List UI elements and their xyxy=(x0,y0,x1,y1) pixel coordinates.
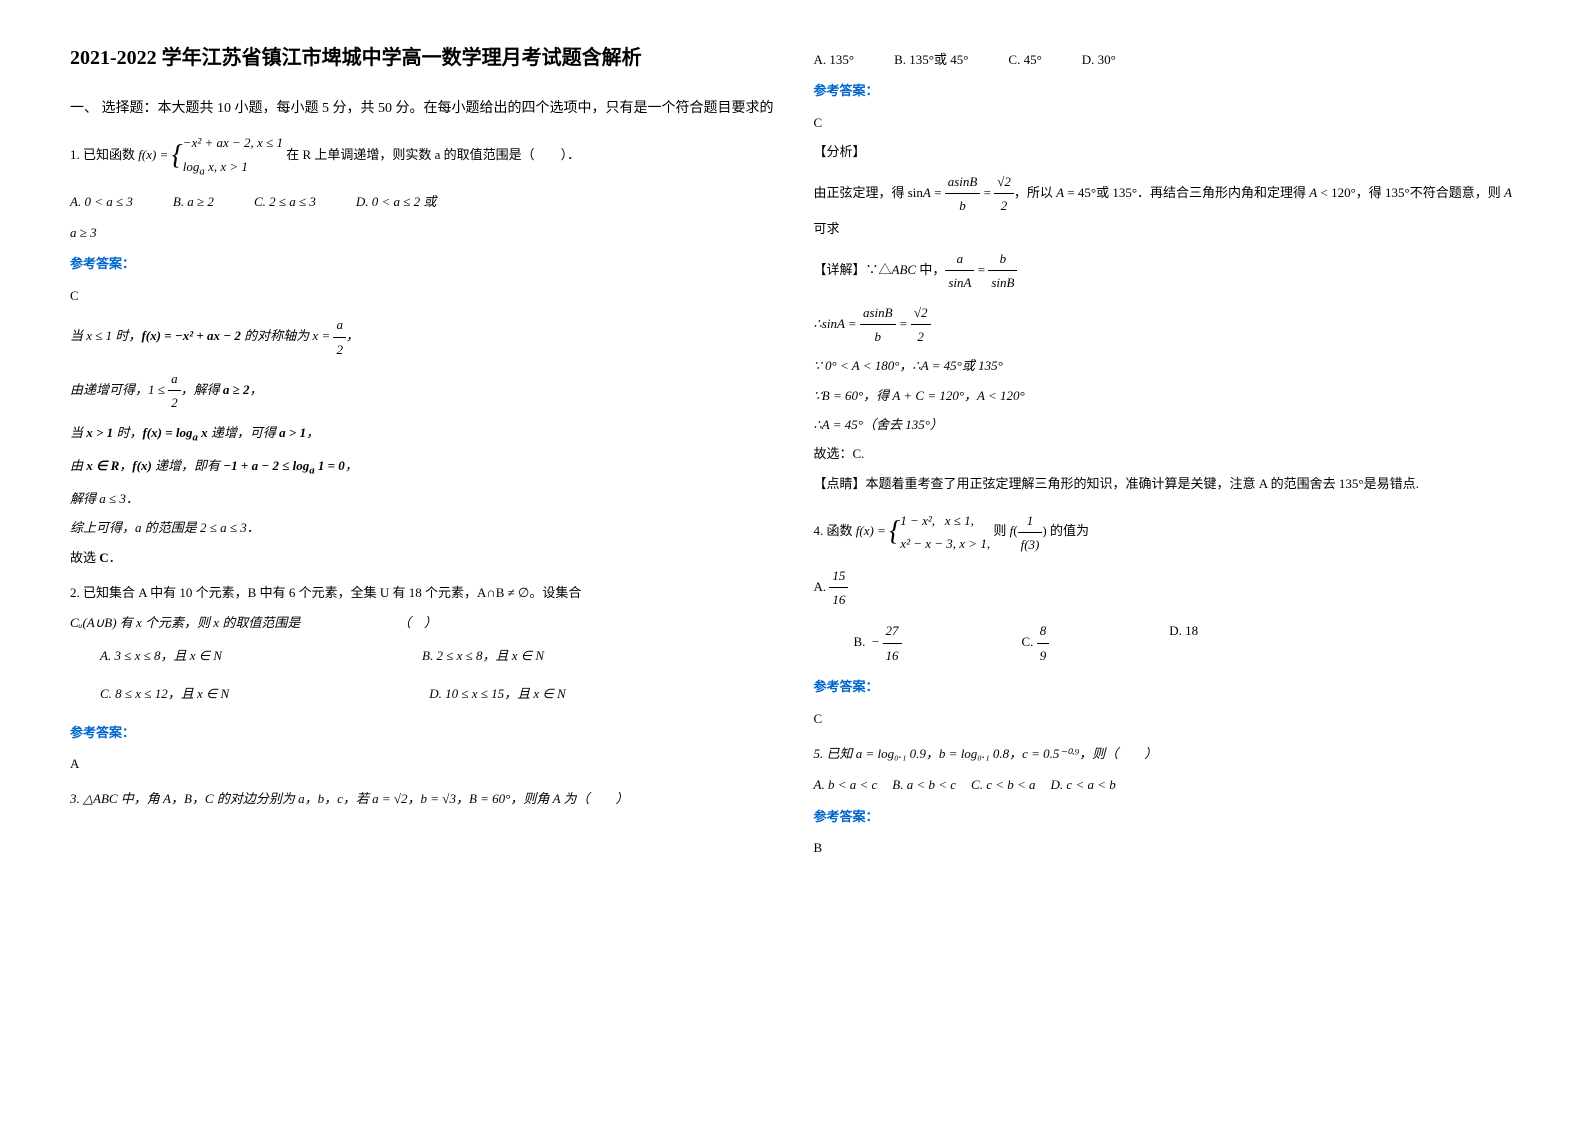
q1-answer: C xyxy=(70,284,774,307)
q1-suffix: 在 R 上单调递增，则实数 a 的取值范围是（ ）． xyxy=(286,147,580,162)
question-5: 5. 已知 a = log₀.₁ 0.9，b = log₀.₁ 0.8，c = … xyxy=(814,742,1518,860)
q3-detail-label: 【详解】∵△ABC 中，asinA = bsinB xyxy=(814,247,1518,295)
q2-option-c: C. 8 ≤ x ≤ 12，且 x ∈ N xyxy=(100,682,229,705)
question-4: 4. 函数 f(x) = {1 − x², x ≤ 1,x² − x − 3, … xyxy=(814,507,1518,730)
q2-option-a: A. 3 ≤ x ≤ 8，且 x ∈ N xyxy=(100,644,222,667)
q5-option-b: B. a < b < c xyxy=(892,773,956,796)
document-title: 2021-2022 学年江苏省镇江市埤城中学高一数学理月考试题含解析 xyxy=(70,40,774,76)
question-1: 1. 已知函数 f(x) = {−x² + ax − 2, x ≤ 1loga … xyxy=(70,131,774,569)
answer-label: 参考答案： xyxy=(70,252,774,275)
q1-option-a: A. 0 < a ≤ 3 xyxy=(70,190,133,213)
q3-text: 3. △ABC 中，角 A，B，C 的对边分别为 a，b，c，若 a = √2，… xyxy=(70,787,774,810)
q4-option-b: B. − 2716 xyxy=(854,619,902,667)
question-3-start: 3. △ABC 中，角 A，B，C 的对边分别为 a，b，c，若 a = √2，… xyxy=(70,787,774,810)
q1-sol-5: 解得 a ≤ 3． xyxy=(70,487,774,510)
q5-text: 5. 已知 a = log₀.₁ 0.9，b = log₀.₁ 0.8，c = … xyxy=(814,742,1518,765)
q1-option-d: D. 0 < a ≤ 2 或 xyxy=(356,190,437,213)
q2-text: 2. 已知集合 A 中有 10 个元素，B 中有 6 个元素，全集 U 有 18… xyxy=(70,581,774,604)
q4-option-a: A. 1516 xyxy=(814,564,1518,612)
q1-option-b: B. a ≥ 2 xyxy=(173,190,214,213)
answer-label: 参考答案： xyxy=(814,79,1518,102)
answer-label: 参考答案： xyxy=(70,721,774,744)
q5-answer: B xyxy=(814,836,1518,859)
q2-option-d: D. 10 ≤ x ≤ 15，且 x ∈ N xyxy=(429,682,565,705)
q4-answer: C xyxy=(814,707,1518,730)
q1-formula: f(x) = {−x² + ax − 2, x ≤ 1loga x, x > 1 xyxy=(138,131,283,181)
analysis-label: 【分析】 xyxy=(814,140,1518,163)
section-header: 一、 选择题：本大题共 10 小题，每小题 5 分，共 50 分。在每小题给出的… xyxy=(70,96,774,121)
q1-sol-1: 当 x ≤ 1 时，f(x) = −x² + ax − 2 的对称轴为 x = … xyxy=(70,313,774,361)
q1-prefix: 1. 已知函数 xyxy=(70,147,135,162)
q2-option-b: B. 2 ≤ x ≤ 8，且 x ∈ N xyxy=(422,644,544,667)
q1-sol-4: 由 x ∈ R，f(x) 递增，即有 −1 + a − 2 ≤ loga 1 =… xyxy=(70,454,774,481)
q4-option-d: D. 18 xyxy=(1169,619,1198,667)
q3-detail-5: 故选：C. xyxy=(814,442,1518,465)
q3-analysis: 由正弦定理，得 sinA = asinBb = √22，所以 A = 45°或 … xyxy=(814,170,1518,241)
q4-formula: f(x) = {1 − x², x ≤ 1,x² − x − 3, x > 1, xyxy=(856,507,990,557)
q1-sol-6: 综上可得，a 的范围是 2 ≤ a ≤ 3． xyxy=(70,516,774,539)
q1-option-c: C. 2 ≤ a ≤ 3 xyxy=(254,190,316,213)
q3-detail-1: ∴sinA = asinBb = √22 xyxy=(814,301,1518,349)
q3-answer: C xyxy=(814,111,1518,134)
q1-sol-2: 由递增可得，1 ≤ a2，解得 a ≥ 2， xyxy=(70,367,774,415)
q1-sol-7: 故选 C． xyxy=(70,546,774,569)
q5-option-d: D. c < a < b xyxy=(1051,773,1116,796)
q3-detail-4: ∴A = 45°（舍去 135°） xyxy=(814,413,1518,436)
q3-point: 【点睛】本题着重考查了用正弦定理解三角形的知识，准确计算是关键，注意 A 的范围… xyxy=(814,472,1518,495)
q3-option-d: D. 30° xyxy=(1082,48,1116,71)
q4-suffix-text: 则 f(1f(3)) 的值为 xyxy=(993,523,1089,538)
q3-option-a: A. 135° xyxy=(814,48,855,71)
question-3-cont: A. 135° B. 135°或 45° C. 45° D. 30° 参考答案：… xyxy=(814,48,1518,495)
q1-option-d-cont: a ≥ 3 xyxy=(70,221,774,244)
answer-label: 参考答案： xyxy=(814,805,1518,828)
q2-answer: A xyxy=(70,752,774,775)
q4-option-c: C. 89 xyxy=(1022,619,1050,667)
q3-detail-3: ∵B = 60°，得 A + C = 120°，A < 120° xyxy=(814,384,1518,407)
answer-label: 参考答案： xyxy=(814,675,1518,698)
question-2: 2. 已知集合 A 中有 10 个元素，B 中有 6 个元素，全集 U 有 18… xyxy=(70,581,774,775)
q3-option-b: B. 135°或 45° xyxy=(894,48,968,71)
q4-prefix: 4. 函数 xyxy=(814,523,853,538)
q5-option-c: C. c < b < a xyxy=(971,773,1036,796)
q2-text2: Cᵤ(A∪B) 有 x 个元素，则 x 的取值范围是 （ ） xyxy=(70,611,774,634)
q1-sol-3: 当 x > 1 时，f(x) = loga x 递增，可得 a > 1， xyxy=(70,421,774,448)
q3-option-c: C. 45° xyxy=(1008,48,1041,71)
q3-detail-2: ∵ 0° < A < 180°，∴A = 45°或 135° xyxy=(814,354,1518,377)
q5-option-a: A. b < a < c xyxy=(814,773,878,796)
